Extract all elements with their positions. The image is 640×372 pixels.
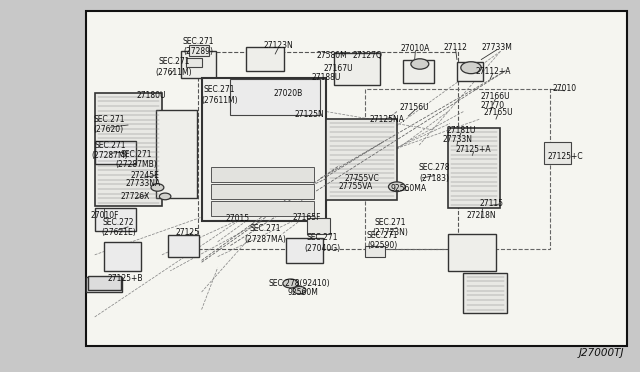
Bar bbox=[448, 128, 500, 208]
Bar bbox=[286, 238, 323, 263]
Bar bbox=[156, 110, 197, 198]
Circle shape bbox=[151, 184, 164, 191]
Text: 27125+B: 27125+B bbox=[108, 274, 143, 283]
Text: 27755VC: 27755VC bbox=[345, 174, 380, 183]
Bar bbox=[202, 78, 326, 221]
Text: J27000TJ: J27000TJ bbox=[579, 348, 624, 358]
Text: 27112: 27112 bbox=[444, 43, 468, 52]
Bar bbox=[448, 234, 496, 271]
Text: SEC.271
(27287MA): SEC.271 (27287MA) bbox=[244, 224, 287, 244]
Text: 27125N: 27125N bbox=[294, 110, 324, 119]
Bar bbox=[211, 184, 314, 199]
Bar bbox=[168, 235, 199, 257]
Text: 27123N: 27123N bbox=[264, 41, 293, 50]
Bar bbox=[246, 46, 284, 71]
Bar bbox=[307, 218, 330, 234]
Text: SEC.272
(27621E): SEC.272 (27621E) bbox=[101, 218, 136, 237]
Circle shape bbox=[461, 62, 481, 74]
Text: 27125: 27125 bbox=[175, 228, 200, 237]
Bar bbox=[95, 208, 136, 231]
Bar bbox=[334, 53, 380, 85]
Text: SEC.271
(27287MB): SEC.271 (27287MB) bbox=[115, 150, 157, 169]
Text: 27156U: 27156U bbox=[400, 103, 429, 112]
Text: SEC.271
(27611M): SEC.271 (27611M) bbox=[201, 85, 238, 105]
Text: 27015: 27015 bbox=[225, 214, 250, 223]
Circle shape bbox=[159, 193, 171, 200]
Circle shape bbox=[283, 279, 298, 288]
Bar bbox=[86, 11, 627, 346]
Text: 27115: 27115 bbox=[479, 199, 504, 208]
Text: 27112+A: 27112+A bbox=[475, 67, 511, 76]
Text: 27166U: 27166U bbox=[481, 92, 510, 101]
Text: 27020B: 27020B bbox=[273, 89, 303, 98]
Bar bbox=[88, 276, 121, 290]
Text: 27125+C: 27125+C bbox=[548, 152, 584, 161]
Bar bbox=[186, 58, 202, 67]
Circle shape bbox=[388, 182, 405, 192]
Text: SEC.271
(27287M): SEC.271 (27287M) bbox=[92, 141, 129, 160]
Text: SEC.271
(27611M): SEC.271 (27611M) bbox=[156, 57, 193, 77]
Circle shape bbox=[411, 59, 429, 69]
Text: SEC.271
(27040G): SEC.271 (27040G) bbox=[305, 233, 340, 253]
Text: 27733M: 27733M bbox=[481, 43, 512, 52]
Bar bbox=[463, 273, 507, 313]
Text: 27218N: 27218N bbox=[467, 211, 496, 220]
Bar bbox=[211, 201, 314, 216]
Text: 27165U: 27165U bbox=[483, 108, 513, 117]
Text: 27167U: 27167U bbox=[323, 64, 353, 73]
Text: 27180U: 27180U bbox=[136, 92, 166, 100]
Text: SEC.271
(27289): SEC.271 (27289) bbox=[182, 37, 214, 56]
Bar bbox=[86, 277, 122, 292]
Text: 27010: 27010 bbox=[552, 84, 577, 93]
Text: SEC.271
(27620): SEC.271 (27620) bbox=[93, 115, 125, 134]
Text: 92560MA: 92560MA bbox=[390, 184, 426, 193]
Text: 27125+A: 27125+A bbox=[456, 145, 492, 154]
Bar bbox=[189, 45, 209, 56]
Text: 27010F: 27010F bbox=[90, 211, 118, 220]
Bar bbox=[403, 60, 434, 83]
Bar bbox=[181, 51, 216, 78]
Text: 27245E: 27245E bbox=[130, 171, 159, 180]
Bar bbox=[198, 52, 458, 249]
Bar bbox=[365, 246, 385, 257]
Text: 27125NA: 27125NA bbox=[369, 115, 404, 124]
Text: 92560M: 92560M bbox=[288, 288, 319, 297]
Bar bbox=[95, 141, 136, 164]
Text: 27188U: 27188U bbox=[312, 73, 341, 81]
Bar bbox=[211, 167, 314, 182]
Text: 27165F: 27165F bbox=[293, 214, 321, 222]
Text: 27170: 27170 bbox=[480, 101, 504, 110]
Circle shape bbox=[293, 286, 306, 294]
Text: SEC.271
(92590): SEC.271 (92590) bbox=[367, 231, 399, 250]
Bar bbox=[230, 79, 320, 115]
Text: 27127Q: 27127Q bbox=[353, 51, 382, 60]
Text: 27010A: 27010A bbox=[401, 44, 430, 53]
Text: SEC.278
(27183): SEC.278 (27183) bbox=[419, 163, 451, 183]
Bar bbox=[326, 119, 397, 200]
Text: 27580M: 27580M bbox=[316, 51, 347, 60]
Bar bbox=[457, 62, 483, 81]
Text: 27755VA: 27755VA bbox=[339, 182, 373, 191]
Bar bbox=[104, 242, 141, 271]
Text: SEC.271
(27723N): SEC.271 (27723N) bbox=[372, 218, 408, 237]
Text: SEC.278(92410): SEC.278(92410) bbox=[269, 279, 330, 288]
Bar bbox=[95, 93, 162, 206]
Text: 27733N: 27733N bbox=[443, 135, 472, 144]
Text: 27726X: 27726X bbox=[121, 192, 150, 201]
Bar bbox=[544, 142, 571, 164]
Text: 27733NA: 27733NA bbox=[125, 179, 161, 188]
Text: 27181U: 27181U bbox=[446, 126, 476, 135]
Bar bbox=[365, 89, 550, 249]
